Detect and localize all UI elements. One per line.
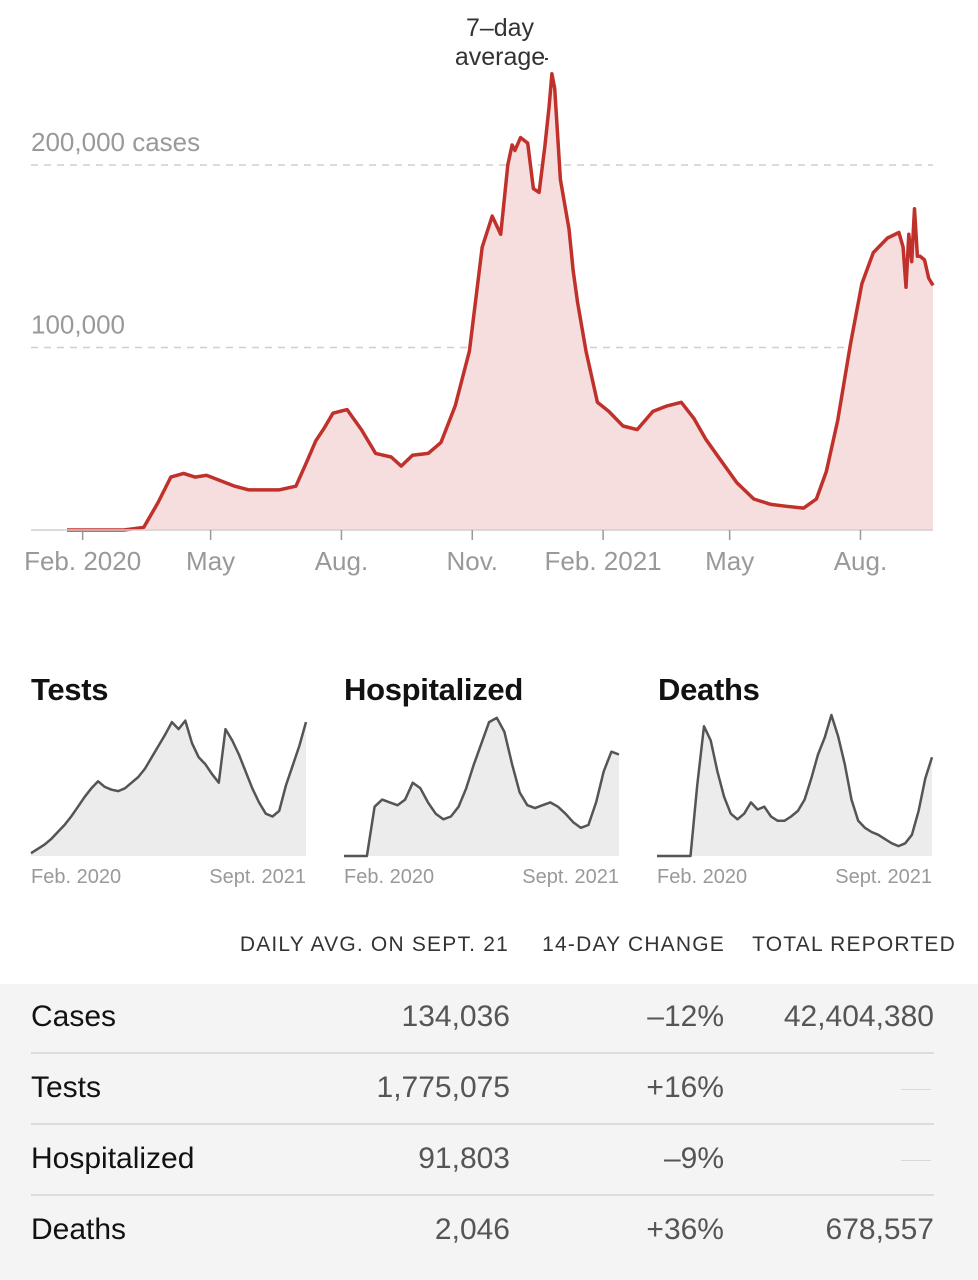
- row-label: Tests: [31, 1071, 102, 1104]
- row-daily-avg: 1,775,075: [376, 1071, 510, 1104]
- row-change: +36%: [646, 1213, 724, 1246]
- small-line: [657, 713, 934, 858]
- x-tick-label: May: [186, 546, 235, 576]
- row-daily-avg: 91,803: [418, 1142, 510, 1175]
- hospitalized-small-chart: Feb. 2020 Sept. 2021: [344, 716, 620, 888]
- table-row: Hospitalized 91,803 –9%: [31, 1126, 934, 1196]
- small-area: [657, 715, 932, 856]
- row-daily-avg: 134,036: [401, 1000, 510, 1033]
- table-row: Cases 134,036 –12% 42,404,380: [31, 984, 934, 1054]
- x-tick-label: Aug.: [315, 546, 369, 576]
- cases-line: [67, 72, 935, 532]
- table-row: Deaths 2,046 +36% 678,557: [31, 1197, 934, 1267]
- header-daily-avg: DAILY AVG. ON SEPT. 21: [239, 933, 509, 956]
- x-tick-label: Feb. 2021: [545, 546, 662, 576]
- tests-small-chart: Feb. 2020 Sept. 2021: [30, 719, 308, 888]
- x-tick-label: May: [705, 546, 754, 576]
- small-area: [344, 717, 619, 856]
- table-header: DAILY AVG. ON SEPT. 21 14-DAY CHANGE TOT…: [0, 933, 978, 963]
- x-tick-label: Nov.: [447, 546, 499, 576]
- row-label: Deaths: [31, 1213, 127, 1246]
- row-change: –9%: [663, 1142, 724, 1175]
- small-line: [30, 719, 308, 855]
- small-x-label-start: Feb. 2020: [657, 866, 747, 888]
- annotation-text: 7–day average: [420, 14, 580, 72]
- cases-main-chart: 100,000 200,000 cases Feb. 2020 May Aug. Nov.…: [24, 58, 935, 576]
- row-total-empty: [901, 1089, 931, 1090]
- table-row: Tests 1,775,075 +16%: [31, 1055, 934, 1125]
- cases-area: [67, 73, 933, 531]
- row-divider: [31, 1123, 934, 1125]
- row-total-empty: [901, 1160, 931, 1161]
- header-total-reported: TOTAL REPORTED: [752, 933, 956, 956]
- row-label: Hospitalized: [31, 1142, 195, 1175]
- row-label: Cases: [31, 1000, 117, 1033]
- row-divider: [31, 1052, 934, 1054]
- x-tick-label: Feb. 2020: [24, 546, 141, 576]
- annotation-line-1: 7–day: [465, 14, 535, 42]
- small-line: [344, 716, 620, 858]
- row-change: –12%: [647, 1000, 724, 1033]
- small-x-label-start: Feb. 2020: [344, 866, 434, 888]
- y-tick-label: 200,000 cases: [31, 127, 200, 157]
- row-change: +16%: [646, 1071, 724, 1104]
- deaths-small-chart: Feb. 2020 Sept. 2021: [657, 713, 934, 888]
- tests-chart-title: Tests: [31, 672, 109, 707]
- small-x-label-end: Sept. 2021: [209, 866, 306, 888]
- small-area: [31, 720, 306, 856]
- header-14-day-change: 14-DAY CHANGE: [542, 933, 725, 956]
- row-total: 42,404,380: [783, 1000, 934, 1033]
- row-divider: [31, 1194, 934, 1196]
- row-total: 678,557: [825, 1213, 934, 1246]
- small-x-label-end: Sept. 2021: [522, 866, 619, 888]
- stats-table: Cases 134,036 –12% 42,404,380 Tests 1,77…: [0, 984, 978, 1280]
- small-x-label-start: Feb. 2020: [31, 866, 121, 888]
- deaths-chart-title: Deaths: [658, 672, 760, 707]
- small-x-label-end: Sept. 2021: [835, 866, 932, 888]
- hospitalized-chart-title: Hospitalized: [344, 672, 523, 707]
- y-tick-label: 100,000: [31, 310, 125, 340]
- annotation-line-2: average: [454, 43, 546, 71]
- x-tick-label: Aug.: [834, 546, 888, 576]
- seven-day-average-annotation: 7–day average: [420, 14, 580, 72]
- row-daily-avg: 2,046: [434, 1213, 510, 1246]
